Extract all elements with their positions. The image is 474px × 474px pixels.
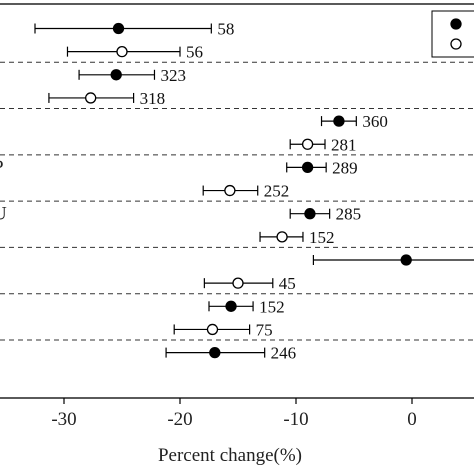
sample-size-label: 152	[259, 297, 285, 316]
marker-filled	[400, 254, 412, 266]
point-row-6: 281	[289, 135, 357, 154]
sample-size-label: 45	[279, 274, 296, 293]
point-row-13: 152	[208, 297, 285, 316]
x-tick-label: 0	[407, 409, 417, 430]
point-row-1: 58	[34, 20, 234, 39]
point-row-5: 360	[320, 112, 388, 131]
point-row-9: 285	[289, 205, 362, 224]
marker-filled	[110, 69, 122, 81]
cropped-row-label: U	[0, 203, 7, 224]
marker-filled	[225, 300, 237, 312]
point-row-2: 56	[66, 43, 203, 62]
marker-filled	[301, 161, 314, 174]
cropped-row-labels: PU	[0, 157, 7, 224]
x-axis: -30 -20 -10 0	[51, 398, 417, 430]
sample-size-label: 152	[309, 228, 335, 247]
group-dividers	[0, 61, 474, 341]
point-row-15: 246	[165, 344, 297, 363]
point-row-7: 289	[286, 158, 358, 177]
legend-marker-filled	[450, 18, 462, 30]
sample-size-label: 246	[271, 344, 297, 363]
x-tick-label: -10	[283, 409, 308, 430]
marker-filled	[333, 115, 345, 127]
legend	[431, 10, 474, 58]
sample-size-label: 360	[362, 112, 388, 131]
marker-open	[116, 46, 128, 58]
x-tick-label: -20	[167, 409, 192, 430]
point-row-11	[312, 254, 474, 266]
sample-size-label: 281	[331, 135, 357, 154]
marker-open	[301, 138, 314, 150]
marker-open	[206, 323, 219, 336]
marker-filled	[304, 208, 316, 220]
point-row-3: 323	[78, 66, 186, 85]
point-row-8: 252	[202, 182, 290, 201]
sample-size-label: 318	[140, 89, 166, 108]
point-row-12: 45	[203, 274, 296, 293]
plot-frame	[0, 3, 474, 399]
plot-border	[0, 3, 474, 399]
marker-open	[224, 184, 236, 197]
sample-size-label: 56	[186, 43, 203, 62]
marker-filled	[112, 22, 125, 35]
marker-open	[232, 277, 244, 289]
point-row-4: 318	[48, 89, 166, 108]
sample-size-label: 285	[336, 205, 362, 224]
sample-size-label: 58	[217, 20, 234, 39]
point-row-14: 75	[173, 320, 273, 339]
legend-marker-open	[450, 38, 462, 50]
sample-size-label: 75	[256, 320, 273, 339]
marker-open	[276, 231, 288, 243]
legend-box	[431, 10, 474, 58]
sample-size-label: 323	[160, 66, 186, 85]
cropped-row-label: P	[0, 157, 4, 178]
x-axis-label: Percent change(%)	[158, 445, 302, 466]
sample-size-label: 252	[264, 182, 290, 201]
marker-open	[85, 92, 97, 104]
x-tick-label: -30	[51, 409, 76, 430]
sample-size-label: 289	[332, 158, 358, 177]
point-row-10: 152	[259, 228, 335, 247]
marker-filled	[209, 346, 221, 359]
